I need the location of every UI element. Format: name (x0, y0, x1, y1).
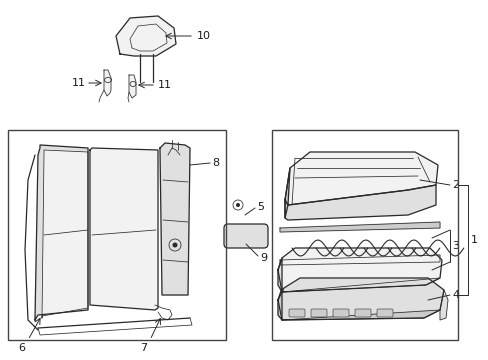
Text: 5: 5 (257, 202, 264, 212)
Polygon shape (278, 258, 282, 292)
Polygon shape (42, 150, 88, 318)
Text: 9: 9 (260, 253, 266, 263)
Text: 1: 1 (470, 235, 477, 245)
Polygon shape (280, 222, 439, 232)
Polygon shape (104, 70, 111, 96)
Text: 6: 6 (18, 343, 25, 353)
Polygon shape (160, 143, 190, 295)
Polygon shape (282, 310, 439, 320)
FancyBboxPatch shape (332, 309, 348, 317)
Polygon shape (285, 185, 435, 220)
Text: 8: 8 (212, 158, 219, 168)
Bar (271, 130, 457, 340)
FancyBboxPatch shape (310, 309, 326, 317)
Polygon shape (282, 278, 439, 292)
Polygon shape (285, 152, 437, 205)
Polygon shape (116, 16, 176, 56)
FancyBboxPatch shape (354, 309, 370, 317)
Polygon shape (35, 145, 88, 320)
Bar (8, 130, 225, 340)
Polygon shape (278, 248, 441, 292)
Text: 2: 2 (451, 180, 458, 190)
Text: 7: 7 (140, 343, 147, 353)
Text: 11: 11 (72, 78, 86, 88)
Polygon shape (278, 278, 443, 320)
FancyBboxPatch shape (288, 309, 305, 317)
Polygon shape (280, 255, 439, 265)
Polygon shape (129, 75, 136, 98)
Text: 11: 11 (158, 80, 172, 90)
Circle shape (236, 203, 240, 207)
Text: 10: 10 (197, 31, 210, 41)
Text: 3: 3 (451, 241, 458, 251)
FancyBboxPatch shape (224, 224, 267, 248)
FancyBboxPatch shape (376, 309, 392, 317)
Polygon shape (285, 168, 289, 218)
Polygon shape (278, 288, 282, 320)
Text: 4: 4 (451, 290, 458, 300)
Polygon shape (90, 148, 158, 310)
Polygon shape (439, 290, 447, 320)
Circle shape (172, 243, 177, 248)
